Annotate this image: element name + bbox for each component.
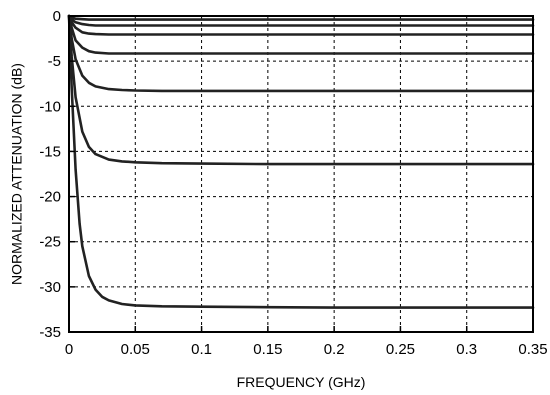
grid-lines [69,16,533,332]
x-tick-label: 0.15 [253,341,282,358]
y-tick-label: -25 [39,234,61,251]
plot-frame [68,15,534,333]
series-line-7 [67,14,535,309]
x-tick-label: 0.3 [456,341,477,358]
y-tick-label: -15 [39,143,61,160]
x-tick-labels: 0 0.05 0.1 0.15 0.2 0.25 0.3 0.35 [65,341,548,358]
series-line-1 [67,14,535,21]
series-line-4 [67,14,535,55]
series-line-3 [67,14,535,36]
y-tick-label: -5 [48,53,61,70]
x-tick-label: 0 [65,341,73,358]
y-tick-label: 0 [53,8,61,25]
y-tick-label: -10 [39,98,61,115]
x-tick-label: 0.25 [386,341,415,358]
x-tick-label: 0.2 [324,341,345,358]
y-tick-labels: 0 -5 -10 -15 -20 -25 -30 -35 [39,8,61,341]
x-axis-label: FREQUENCY (GHz) [237,374,366,390]
x-tick-label: 0.35 [518,341,547,358]
tick-marks [68,15,534,333]
x-tick-label: 0.1 [191,341,212,358]
y-tick-label: -35 [39,324,61,341]
x-tick-label: 0.05 [121,341,150,358]
series-line-6 [67,14,535,166]
series-line-5 [67,14,535,93]
y-axis-label: NORMALIZED ATTENUATION (dB) [9,63,25,285]
series-layer [67,14,535,309]
y-tick-label: -30 [39,279,61,296]
y-tick-label: -20 [39,189,61,206]
series-line-2 [67,14,535,27]
